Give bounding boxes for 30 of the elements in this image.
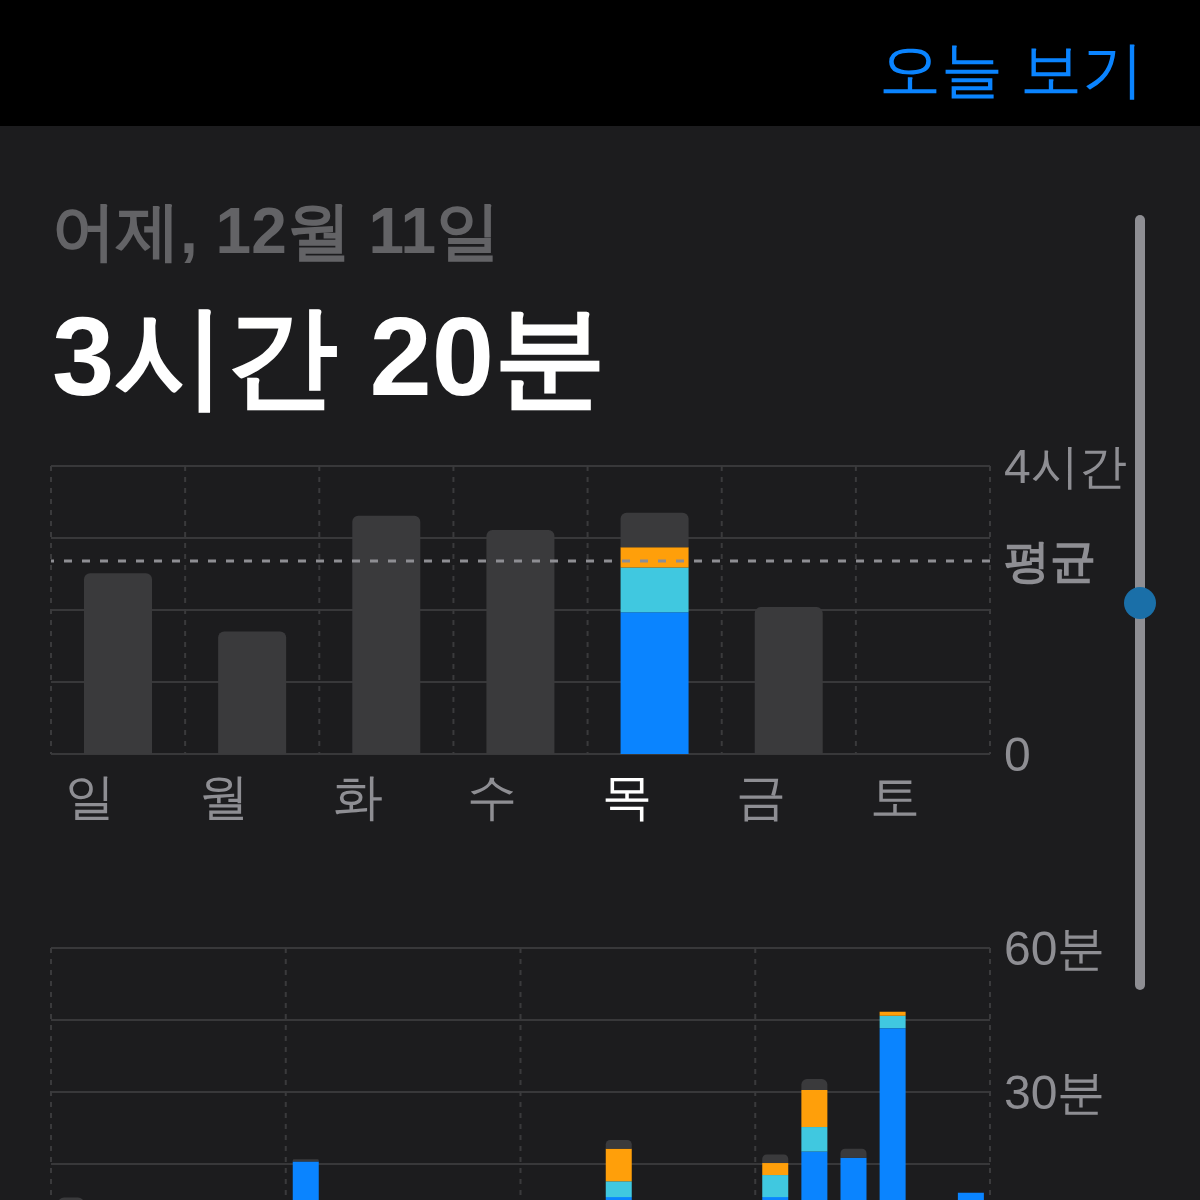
y-tick-label: 60분 bbox=[1004, 921, 1106, 975]
bar bbox=[762, 1163, 789, 1176]
x-tick-label: 수 bbox=[467, 769, 518, 825]
chart-subtitle: 어제, 12월 11일 bbox=[52, 194, 501, 269]
x-tick-label: 일 bbox=[65, 769, 115, 825]
x-tick-label: 월 bbox=[199, 769, 250, 825]
bar bbox=[292, 1159, 319, 1162]
bar bbox=[879, 1011, 906, 1016]
chart-title: 3시간 20분 bbox=[52, 293, 606, 421]
bar bbox=[801, 1079, 828, 1091]
x-tick-label: 금 bbox=[735, 769, 786, 825]
x-tick-label: 목 bbox=[601, 769, 652, 825]
y-tick-label: 30분 bbox=[1004, 1065, 1106, 1119]
bar bbox=[620, 567, 689, 613]
y-tick-label: 0 bbox=[1004, 727, 1031, 781]
bar bbox=[840, 1148, 867, 1158]
bar bbox=[605, 1140, 632, 1149]
bar bbox=[620, 547, 689, 568]
y-tick-label: 4시간 bbox=[1004, 439, 1127, 493]
ref-line-label: 평균 bbox=[1004, 535, 1096, 588]
x-tick-label: 화 bbox=[333, 769, 384, 825]
x-tick-label: 토 bbox=[869, 769, 920, 825]
bar bbox=[620, 612, 689, 754]
bar bbox=[605, 1181, 632, 1198]
bar bbox=[605, 1148, 632, 1182]
text: 오늘 보기 bbox=[878, 34, 1144, 106]
bar bbox=[762, 1175, 789, 1198]
bar bbox=[879, 1015, 906, 1029]
bar bbox=[762, 1154, 789, 1164]
bar bbox=[801, 1090, 828, 1128]
